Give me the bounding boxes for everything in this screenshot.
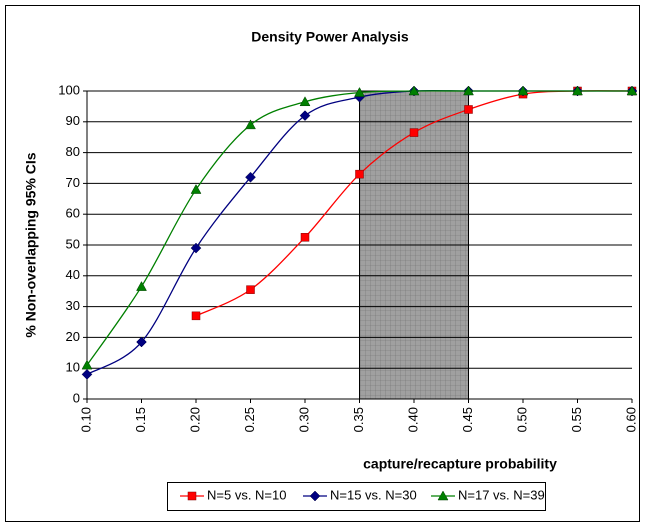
marker [409, 128, 419, 137]
marker [136, 336, 147, 348]
marker [517, 85, 529, 96]
marker [408, 85, 420, 96]
chart-title: Density Power Analysis [251, 29, 409, 45]
marker [626, 85, 638, 96]
legend [167, 482, 546, 511]
chart-border [5, 5, 640, 522]
y-tick-label: 30 [66, 298, 80, 313]
y-tick-label: 40 [66, 267, 80, 282]
y-tick-label: 20 [66, 329, 80, 344]
legend-label: N=15 vs. N=30 [330, 487, 417, 502]
y-tick-label: 90 [66, 113, 80, 128]
x-tick-label: 0.15 [133, 407, 148, 432]
legend-label: N=17 vs. N=39 [458, 487, 545, 502]
y-tick-label: 50 [66, 236, 80, 251]
marker [572, 85, 583, 96]
x-tick-label: 0.45 [460, 407, 475, 432]
x-axis-label: capture/recapture probability [363, 456, 557, 472]
marker [299, 96, 311, 107]
marker [190, 242, 202, 254]
marker [463, 85, 474, 96]
marker [246, 285, 255, 294]
y-axis-label: % Non-overlapping 95% CIs [23, 152, 39, 337]
marker [464, 105, 473, 114]
y-tick-label: 60 [66, 206, 80, 221]
marker [437, 490, 449, 501]
marker [309, 490, 321, 502]
y-tick-label: 10 [66, 360, 80, 375]
marker [191, 311, 201, 321]
x-tick-label: 0.25 [242, 407, 257, 432]
y-tick-label: 100 [58, 82, 80, 97]
x-tick-label: 0.60 [623, 407, 638, 432]
marker [81, 359, 93, 370]
marker [245, 119, 256, 130]
marker [299, 110, 311, 121]
marker [81, 369, 93, 380]
marker [354, 87, 365, 97]
x-tick-label: 0.35 [351, 407, 366, 432]
series-line [86, 90, 633, 366]
marker [136, 281, 147, 291]
x-tick-label: 0.40 [405, 407, 420, 432]
x-tick-label: 0.55 [569, 407, 584, 432]
marker [245, 171, 256, 183]
y-tick-label: 80 [66, 144, 80, 159]
x-tick-label: 0.10 [78, 407, 93, 432]
x-tick-label: 0.50 [514, 407, 529, 432]
y-tick-label: 0 [73, 390, 80, 405]
marker [187, 491, 197, 501]
x-tick-label: 0.30 [296, 407, 311, 432]
x-tick-label: 0.20 [187, 407, 202, 432]
y-tick-label: 70 [66, 175, 80, 190]
marker [355, 169, 364, 179]
marker [300, 233, 310, 242]
marker [190, 184, 202, 194]
legend-label: N=5 vs. N=10 [207, 487, 287, 502]
